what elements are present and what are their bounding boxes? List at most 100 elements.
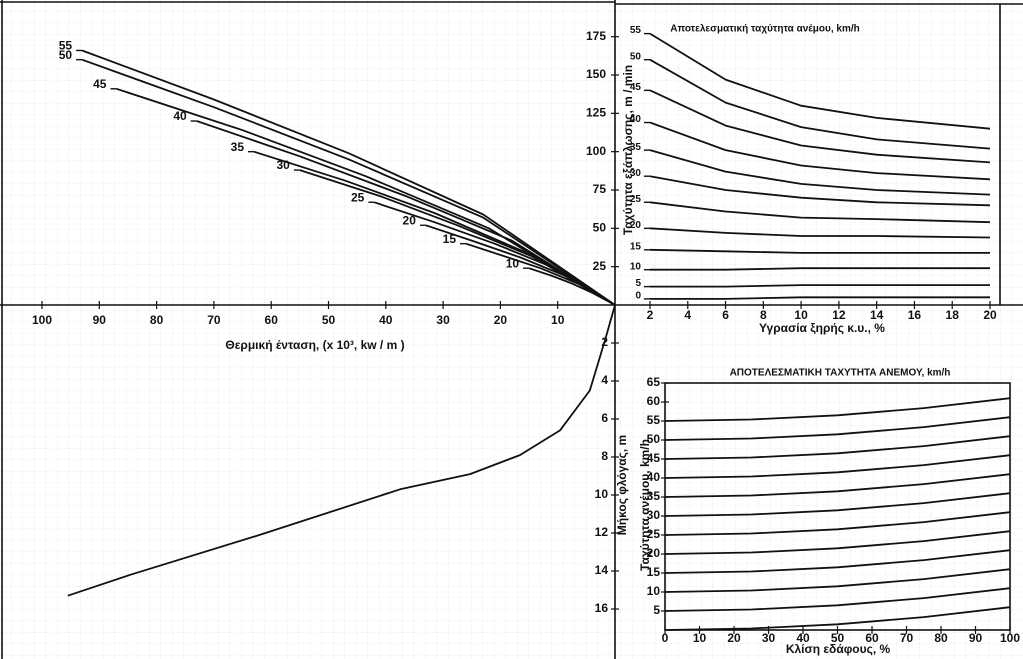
- series-label: 20: [403, 213, 417, 227]
- curve: [664, 492, 1011, 517]
- y-tick-label: 125: [586, 106, 606, 120]
- curve: [81, 58, 616, 306]
- y-axis-label: Μήκος φλόγας, m: [615, 435, 629, 535]
- curve: [664, 530, 1011, 555]
- y-tick-label: 45: [647, 451, 661, 465]
- series-label: 50: [630, 51, 642, 62]
- chart-title: Αποτελεσματική ταχύτητα ανέμου, km/h: [670, 24, 860, 35]
- curve: [67, 304, 616, 597]
- y-tick-label: 10: [595, 487, 609, 501]
- series-label: 40: [173, 109, 187, 123]
- y-tick-label: 75: [593, 182, 607, 196]
- y-tick-label: 175: [586, 29, 606, 43]
- x-tick-label: 8: [760, 308, 767, 322]
- y-tick-label: 14: [595, 563, 609, 577]
- y-tick-label: 50: [593, 221, 607, 235]
- curve: [649, 248, 990, 254]
- curve: [664, 606, 1011, 631]
- y-tick-label: 100: [586, 144, 606, 158]
- y-tick-label: 6: [601, 411, 608, 425]
- series-label: 55: [59, 39, 73, 53]
- x-tick-label: 100: [1000, 631, 1020, 645]
- curve: [649, 32, 991, 130]
- chart-title: ΑΠΟΤΕΛΕΣΜΑΤΙΚΗ ΤΑΧΥΤΗΤΑ ΑΝΕΜΟΥ, km/h: [730, 368, 951, 379]
- x-tick-label: 40: [796, 631, 810, 645]
- y-tick-label: 8: [601, 449, 608, 463]
- y-tick-label: 60: [647, 394, 661, 408]
- curve: [528, 267, 616, 306]
- curve: [116, 87, 616, 306]
- series-label: 10: [630, 261, 642, 272]
- series-label: 10: [506, 256, 520, 270]
- y-tick-label: 4: [601, 373, 608, 387]
- x-tick-label: 20: [494, 313, 508, 327]
- x-tick-label: 50: [831, 631, 845, 645]
- y-tick-label: 55: [647, 413, 661, 427]
- x-tick-label: 60: [265, 313, 279, 327]
- series-label: 35: [630, 142, 642, 153]
- x-tick-label: 70: [900, 631, 914, 645]
- curve: [664, 397, 1011, 422]
- curve: [465, 242, 616, 306]
- series-label: 45: [630, 82, 642, 93]
- x-tick-label: 40: [379, 313, 393, 327]
- y-tick-label: 20: [647, 546, 661, 560]
- x-tick-label: 100: [32, 313, 52, 327]
- curve: [664, 568, 1011, 593]
- curve: [649, 58, 991, 150]
- series-label: 25: [351, 190, 365, 204]
- curve: [664, 435, 1011, 460]
- curve: [664, 454, 1011, 479]
- x-tick-label: 90: [969, 631, 983, 645]
- curve: [81, 49, 616, 306]
- series-label: 35: [231, 140, 245, 154]
- series-label: 20: [630, 220, 642, 231]
- curve: [649, 149, 991, 196]
- series-label: 15: [630, 241, 642, 252]
- curve: [649, 175, 991, 207]
- x-tick-label: 2: [647, 308, 654, 322]
- x-tick-label: 10: [693, 631, 707, 645]
- curve: [664, 416, 1011, 441]
- curve: [649, 201, 991, 224]
- curve: [649, 89, 991, 164]
- y-tick-label: 50: [647, 432, 661, 446]
- x-tick-label: 30: [762, 631, 776, 645]
- x-tick-label: 80: [934, 631, 948, 645]
- x-tick-label: 10: [551, 313, 565, 327]
- x-tick-label: 0: [662, 631, 669, 645]
- curve: [664, 587, 1011, 612]
- y-tick-label: 30: [647, 508, 661, 522]
- x-tick-label: 18: [946, 308, 960, 322]
- x-tick-label: 6: [722, 308, 729, 322]
- series-label: 25: [630, 194, 642, 205]
- series-label: 5: [635, 278, 641, 289]
- x-tick-label: 16: [908, 308, 922, 322]
- x-tick-label: 20: [727, 631, 741, 645]
- y-tick-label: 25: [593, 259, 607, 273]
- x-tick-label: 14: [870, 308, 884, 322]
- series-label: 30: [276, 158, 290, 172]
- curve: [649, 121, 991, 181]
- series-label: 50: [59, 48, 73, 62]
- x-tick-label: 4: [684, 308, 691, 322]
- x-tick-label: 60: [865, 631, 879, 645]
- curve: [650, 296, 990, 300]
- y-tick-label: 40: [647, 470, 661, 484]
- x-tick-label: 30: [436, 313, 450, 327]
- x-tick-label: 50: [322, 313, 336, 327]
- series-label: 55: [630, 25, 642, 36]
- y-tick-label: 10: [647, 584, 661, 598]
- y-tick-label: 65: [647, 375, 661, 389]
- x-tick-label: 12: [832, 308, 846, 322]
- y-axis-label: Ταχύτητα εξάπλωσης, m / min: [621, 65, 635, 235]
- y-tick-label: 35: [647, 489, 661, 503]
- y-tick-label: 5: [653, 603, 660, 617]
- x-axis-label: Κλίση εδάφους, %: [786, 642, 891, 656]
- curve: [664, 549, 1011, 574]
- x-tick-label: 80: [150, 313, 164, 327]
- series-label: 15: [443, 232, 457, 246]
- x-axis-label: Θερμική ένταση, (x 10³, kw / m ): [225, 338, 404, 352]
